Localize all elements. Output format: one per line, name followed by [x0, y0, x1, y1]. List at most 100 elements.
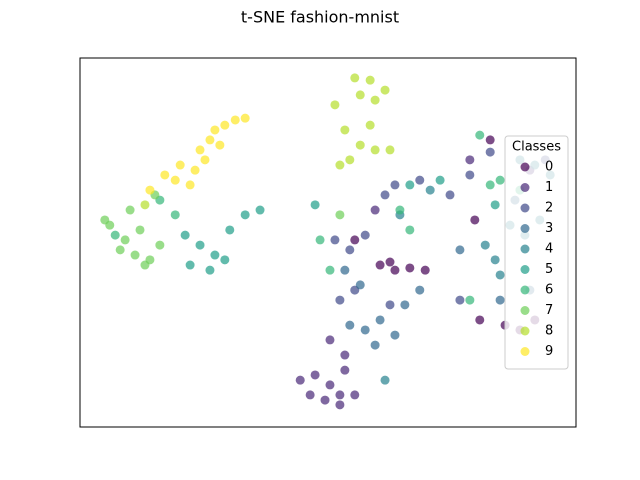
point	[470, 215, 480, 225]
point	[315, 235, 325, 245]
point	[335, 210, 345, 220]
point	[435, 175, 445, 185]
point	[365, 120, 375, 130]
point	[490, 200, 500, 210]
legend-label: 4	[545, 242, 553, 257]
point	[355, 140, 365, 150]
point	[170, 175, 180, 185]
legend-marker	[520, 183, 530, 192]
point	[350, 235, 360, 245]
point	[325, 380, 335, 390]
point	[350, 390, 360, 400]
point	[455, 245, 465, 255]
point	[375, 315, 385, 325]
legend-label: 2	[545, 201, 553, 216]
point	[210, 250, 220, 260]
point	[340, 365, 350, 375]
point	[385, 257, 395, 267]
point	[355, 280, 365, 290]
point	[215, 140, 225, 150]
legend: Classes 0 1 2 3 4 5 6 7 8 9	[504, 135, 569, 370]
point	[180, 230, 190, 240]
point	[355, 90, 365, 100]
point	[320, 395, 330, 405]
point	[405, 180, 415, 190]
point	[295, 375, 305, 385]
legend-label: 1	[545, 180, 553, 195]
point	[360, 230, 370, 240]
point	[495, 295, 505, 305]
point	[185, 180, 195, 190]
point	[475, 315, 485, 325]
point	[380, 190, 390, 200]
point	[125, 205, 135, 215]
legend-marker	[520, 306, 530, 315]
point	[330, 100, 340, 110]
point	[120, 235, 130, 245]
point	[195, 240, 205, 250]
point	[455, 295, 465, 305]
point	[390, 265, 400, 275]
point	[230, 115, 240, 125]
point	[305, 390, 315, 400]
point	[205, 135, 215, 145]
point	[425, 185, 435, 195]
point	[465, 155, 475, 165]
legend-label: 8	[545, 324, 553, 339]
legend-marker	[520, 285, 530, 295]
point	[340, 265, 350, 275]
legend-marker	[520, 224, 530, 233]
point	[220, 255, 230, 265]
point	[465, 295, 475, 305]
legend-marker	[520, 162, 530, 172]
point	[395, 205, 405, 215]
legend-box	[504, 135, 569, 370]
point	[375, 260, 385, 270]
point	[495, 270, 505, 280]
point	[480, 240, 490, 250]
point	[110, 230, 120, 240]
legend-marker	[520, 326, 530, 336]
legend-label: 7	[545, 303, 553, 318]
point	[200, 155, 210, 165]
point	[475, 130, 485, 140]
point	[240, 113, 250, 123]
legend-label: 3	[545, 221, 553, 236]
point	[160, 170, 170, 180]
point	[205, 265, 215, 275]
point	[140, 200, 150, 210]
point	[465, 170, 475, 180]
point	[155, 240, 165, 250]
point	[370, 340, 380, 350]
legend-marker	[520, 244, 530, 254]
point	[310, 370, 320, 380]
point	[335, 390, 345, 400]
point	[495, 175, 505, 185]
legend-marker	[520, 347, 530, 356]
point	[210, 125, 220, 135]
point	[175, 160, 185, 170]
point	[345, 155, 355, 165]
point	[485, 147, 495, 157]
point	[350, 73, 360, 83]
point	[130, 250, 140, 260]
point	[255, 205, 265, 215]
point	[385, 145, 395, 155]
point	[330, 235, 340, 245]
point	[325, 265, 335, 275]
point	[390, 180, 400, 190]
point	[140, 260, 150, 270]
legend-label: 0	[545, 160, 553, 175]
point	[195, 145, 205, 155]
point	[485, 135, 495, 145]
point	[405, 263, 415, 273]
point	[380, 85, 390, 95]
legend-label: 5	[545, 262, 553, 277]
legend-title: Classes	[512, 140, 561, 155]
point	[370, 205, 380, 215]
point	[360, 325, 370, 335]
point	[345, 245, 355, 255]
point	[380, 375, 390, 385]
